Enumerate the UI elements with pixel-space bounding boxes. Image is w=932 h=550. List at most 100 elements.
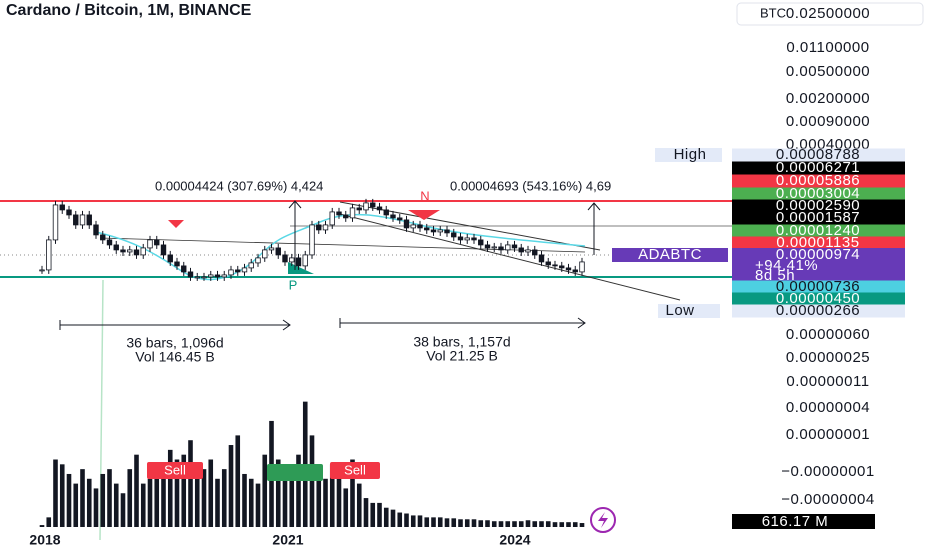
volume-bar bbox=[181, 454, 187, 527]
volume-bar bbox=[579, 523, 585, 527]
volume-bar bbox=[201, 469, 207, 527]
volume-bar bbox=[53, 459, 58, 527]
volume-bar bbox=[59, 464, 65, 527]
currency-box[interactable] bbox=[736, 2, 924, 26]
candle bbox=[208, 274, 214, 278]
volume-bar bbox=[505, 521, 511, 527]
candle bbox=[518, 247, 524, 253]
volume-bar bbox=[559, 522, 565, 527]
candle bbox=[113, 244, 119, 251]
candle bbox=[187, 271, 194, 278]
moving-average bbox=[95, 213, 586, 281]
candle bbox=[133, 249, 140, 256]
candle bbox=[444, 229, 450, 234]
candle bbox=[241, 267, 248, 273]
low-tag-box bbox=[658, 304, 720, 318]
candle bbox=[430, 229, 437, 233]
volume-bar bbox=[228, 445, 234, 527]
volume-badge: 616.17 M bbox=[762, 513, 829, 530]
volume-bar bbox=[161, 469, 166, 527]
candle bbox=[228, 269, 234, 276]
price-badge: 0.00000736 bbox=[776, 278, 860, 295]
candle bbox=[181, 265, 187, 273]
price-label: 0.00000060 bbox=[786, 326, 870, 343]
current-price-box bbox=[732, 248, 905, 281]
price-axis: 0.02500000 0.01100000 0.00500000 0.00200000… bbox=[612, 5, 905, 531]
volume-bar bbox=[539, 521, 544, 527]
current-price: 0.00000974 bbox=[776, 246, 860, 263]
candle bbox=[73, 214, 79, 226]
candles bbox=[39, 198, 585, 281]
range-label: 36 bars, 1,096d bbox=[126, 335, 223, 351]
channel-upper bbox=[339, 201, 601, 251]
volume-bar bbox=[80, 469, 85, 527]
signal-box bbox=[147, 462, 203, 479]
volume-bar bbox=[485, 520, 490, 527]
candle bbox=[397, 217, 403, 221]
price-badge: 0.00002590 bbox=[776, 197, 860, 214]
candle bbox=[322, 224, 329, 231]
candle bbox=[424, 227, 430, 231]
candle bbox=[532, 249, 538, 256]
candle bbox=[282, 254, 288, 263]
flash-glyph bbox=[598, 512, 608, 528]
candle bbox=[93, 224, 99, 236]
candle bbox=[309, 224, 315, 256]
signal-label: Sell bbox=[344, 462, 366, 477]
candle bbox=[403, 219, 410, 229]
volume-bar bbox=[140, 483, 146, 527]
volume-bar bbox=[215, 478, 220, 527]
x-tick-label: 2021 bbox=[272, 532, 303, 548]
x-tick-label: 2018 bbox=[29, 532, 60, 548]
volume-bar bbox=[343, 488, 349, 527]
price-badge-box bbox=[732, 236, 905, 250]
price-label: 0.00000025 bbox=[786, 349, 870, 366]
candle bbox=[390, 214, 396, 219]
volume-bar bbox=[194, 464, 200, 527]
volume-bar bbox=[262, 454, 268, 527]
candle bbox=[370, 202, 376, 208]
candle bbox=[383, 209, 389, 216]
arrow-head bbox=[587, 202, 601, 211]
volume-bar bbox=[329, 464, 335, 527]
candle bbox=[86, 214, 92, 226]
candle bbox=[545, 261, 551, 266]
candle bbox=[127, 249, 133, 253]
candle bbox=[579, 261, 585, 273]
measure-label: 0.00004693 (543.16%) 4,69 bbox=[450, 178, 611, 193]
volume-bar bbox=[73, 483, 79, 527]
candle bbox=[417, 224, 423, 229]
price-change: +94.41% bbox=[755, 257, 818, 274]
volume-bar bbox=[66, 473, 72, 527]
volume-bar bbox=[127, 469, 133, 527]
candle bbox=[356, 207, 362, 211]
price-badge: 0.00006271 bbox=[776, 159, 860, 176]
candle bbox=[552, 264, 558, 267]
volume-bar bbox=[525, 520, 531, 527]
volume-bar bbox=[350, 459, 355, 527]
candle bbox=[295, 257, 302, 267]
candle bbox=[174, 261, 180, 267]
time-axis: 2018 2021 2024 bbox=[29, 532, 530, 548]
volume-bar bbox=[518, 521, 524, 527]
candle bbox=[525, 249, 531, 253]
candle bbox=[451, 232, 457, 238]
arrow-head bbox=[282, 319, 291, 331]
candle bbox=[255, 257, 261, 264]
signal-box bbox=[267, 464, 323, 481]
flash-icon[interactable] bbox=[590, 507, 616, 533]
volume-bar bbox=[39, 525, 45, 527]
volume-bar bbox=[424, 517, 430, 527]
volume-bar bbox=[208, 459, 214, 527]
candle bbox=[235, 269, 241, 273]
price-badge-box bbox=[732, 211, 905, 225]
high-value: 0.00008788 bbox=[776, 146, 860, 163]
volume-bar bbox=[545, 521, 551, 527]
volume-bar bbox=[336, 478, 342, 527]
candle bbox=[484, 244, 491, 249]
signal-label: Sell bbox=[164, 462, 186, 477]
candle bbox=[478, 239, 484, 246]
candle bbox=[66, 209, 72, 216]
candle bbox=[221, 274, 227, 278]
candle bbox=[491, 246, 497, 249]
